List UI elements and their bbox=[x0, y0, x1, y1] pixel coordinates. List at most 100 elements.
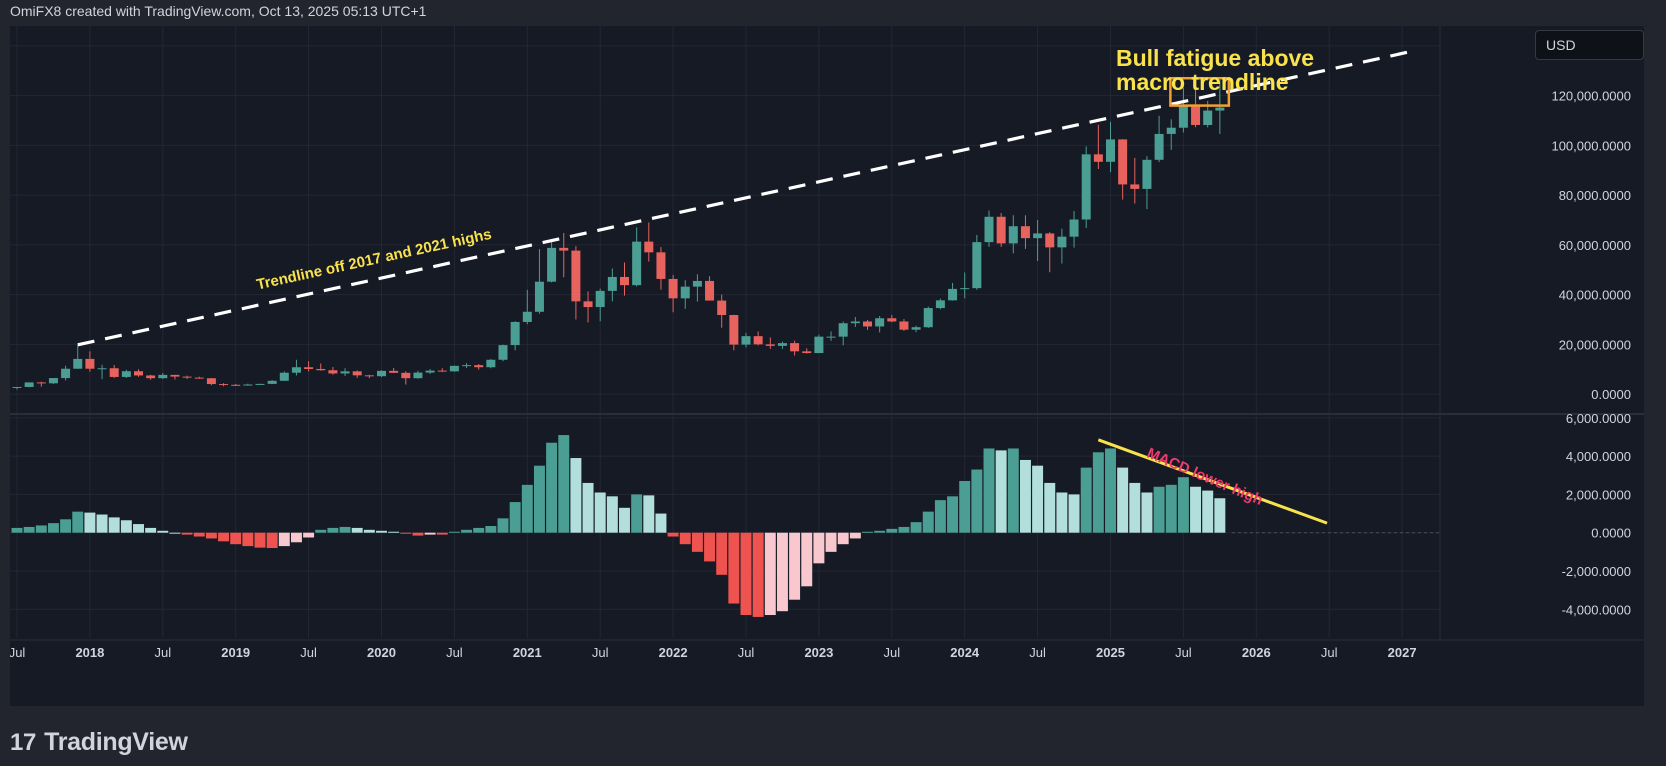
candle-body bbox=[1045, 233, 1055, 248]
time-tick-label: Jul bbox=[10, 645, 25, 660]
price-tick-label: 60,000.0000 bbox=[1559, 238, 1631, 253]
time-tick-label: Jul bbox=[883, 645, 900, 660]
macd-histogram-bar bbox=[1007, 448, 1019, 533]
macd-histogram-bar bbox=[995, 450, 1007, 533]
macd-histogram-bar bbox=[801, 532, 813, 587]
macd-histogram-bar bbox=[400, 532, 412, 534]
macd-histogram-bar bbox=[1117, 467, 1129, 533]
macd-histogram-bar bbox=[655, 513, 667, 533]
candle-body bbox=[36, 382, 46, 384]
macd-histogram-bar bbox=[667, 532, 679, 537]
candle-body bbox=[765, 344, 775, 346]
candle-body bbox=[1191, 106, 1201, 125]
price-tick-label: 40,000.0000 bbox=[1559, 288, 1631, 303]
candle-body bbox=[717, 300, 727, 316]
macd-histogram-bar bbox=[424, 532, 436, 535]
candle-body bbox=[328, 370, 338, 374]
candle-body bbox=[316, 368, 326, 371]
time-tick-label: 2026 bbox=[1242, 645, 1271, 660]
macd-histogram-bar bbox=[35, 525, 47, 533]
candle-body bbox=[170, 374, 180, 377]
candle-body bbox=[97, 368, 107, 370]
macd-histogram-bar bbox=[388, 531, 400, 533]
chart-svg[interactable]: 140,000.0000120,000.0000100,000.000080,0… bbox=[10, 26, 1644, 706]
candle-body bbox=[255, 383, 265, 385]
time-tick-label: Jul bbox=[154, 645, 171, 660]
candle-body bbox=[340, 371, 350, 374]
headline-line1: Bull fatigue above bbox=[1116, 45, 1314, 71]
candle-body bbox=[607, 276, 617, 291]
macd-histogram-bar bbox=[278, 532, 290, 547]
candle-body bbox=[948, 288, 958, 301]
macd-histogram-bar bbox=[11, 527, 23, 533]
candle-body bbox=[474, 365, 484, 368]
macd-histogram-bar bbox=[72, 511, 84, 533]
time-tick-label: 2027 bbox=[1388, 645, 1417, 660]
macd-histogram-bar bbox=[157, 530, 169, 533]
macd-histogram-bar bbox=[1019, 459, 1031, 533]
candle-body bbox=[972, 242, 982, 289]
macd-histogram-bar bbox=[205, 532, 217, 539]
time-tick-label: Jul bbox=[1175, 645, 1192, 660]
candle-body bbox=[486, 359, 496, 368]
candle-body bbox=[911, 327, 921, 330]
candle-body bbox=[850, 321, 860, 324]
candle-body bbox=[935, 300, 945, 309]
headline-line2: macro trendline bbox=[1116, 69, 1289, 95]
candle-body bbox=[462, 365, 472, 367]
macd-histogram bbox=[11, 435, 1440, 617]
price-tick-label: 120,000.0000 bbox=[1551, 89, 1631, 104]
currency-selector[interactable]: USD bbox=[1535, 30, 1644, 60]
candle-body bbox=[984, 216, 994, 243]
macd-histogram-bar bbox=[862, 531, 873, 533]
macd-histogram-bar bbox=[1202, 490, 1214, 533]
fatigue-highlight-box bbox=[1169, 76, 1231, 107]
macd-histogram-bar bbox=[533, 465, 545, 533]
macd-histogram-bar bbox=[218, 532, 230, 542]
time-tick-label: 2022 bbox=[659, 645, 688, 660]
time-tick-label: 2025 bbox=[1096, 645, 1125, 660]
macd-axis: 6,000.0000 4,000.0000 2,000.0000 0.0000 -2,0… bbox=[1562, 411, 1631, 617]
macd-histogram-bar bbox=[740, 532, 752, 616]
macd-histogram-bar bbox=[582, 482, 594, 533]
macd-histogram-bar bbox=[886, 528, 898, 533]
candle-body bbox=[134, 371, 143, 376]
macd-histogram-bar bbox=[303, 532, 315, 538]
candle-body bbox=[377, 370, 386, 377]
macd-histogram-bar bbox=[874, 530, 886, 533]
candle-body bbox=[1166, 127, 1176, 134]
candle-body bbox=[401, 372, 411, 379]
candle-body bbox=[644, 241, 654, 253]
macd-histogram-bar bbox=[570, 458, 582, 533]
candle-body bbox=[413, 372, 423, 379]
candle-body bbox=[1081, 154, 1091, 220]
macd-lower-high-line bbox=[1097, 438, 1328, 525]
macd-histogram-bar bbox=[752, 532, 764, 617]
candle-body bbox=[875, 318, 885, 327]
time-tick-label: Jul bbox=[592, 645, 609, 660]
candle-body bbox=[559, 247, 569, 251]
macd-tick-label: 6,000.0000 bbox=[1566, 411, 1631, 426]
candle-body bbox=[109, 368, 119, 377]
candle-body bbox=[534, 281, 544, 312]
macd-histogram-bar bbox=[327, 527, 339, 533]
macd-histogram-bar bbox=[1044, 482, 1056, 533]
tradingview-logo: 17 TradingView bbox=[10, 728, 188, 757]
candle-body bbox=[12, 386, 22, 388]
candle-body bbox=[547, 247, 557, 282]
candle-body bbox=[1118, 139, 1128, 185]
candle-body bbox=[620, 276, 629, 286]
candle-body bbox=[923, 308, 933, 328]
candle-body bbox=[863, 321, 872, 327]
chart-panel[interactable]: 140,000.0000120,000.0000100,000.000080,0… bbox=[10, 26, 1644, 706]
time-axis: Jul 2018 Jul 2019 Jul 2020 Jul 2021 Jul 2022 Jul 20… bbox=[10, 645, 1417, 660]
macd-histogram-bar bbox=[133, 524, 144, 533]
macd-histogram-bar bbox=[643, 495, 655, 533]
macd-histogram-bar bbox=[521, 484, 533, 533]
macd-histogram-bar bbox=[983, 448, 995, 533]
candle-body bbox=[887, 318, 897, 322]
candle-body bbox=[1203, 110, 1213, 125]
macd-histogram-bar bbox=[1105, 448, 1116, 533]
tradingview-wordmark: TradingView bbox=[44, 728, 188, 756]
macd-histogram-bar bbox=[910, 522, 922, 533]
